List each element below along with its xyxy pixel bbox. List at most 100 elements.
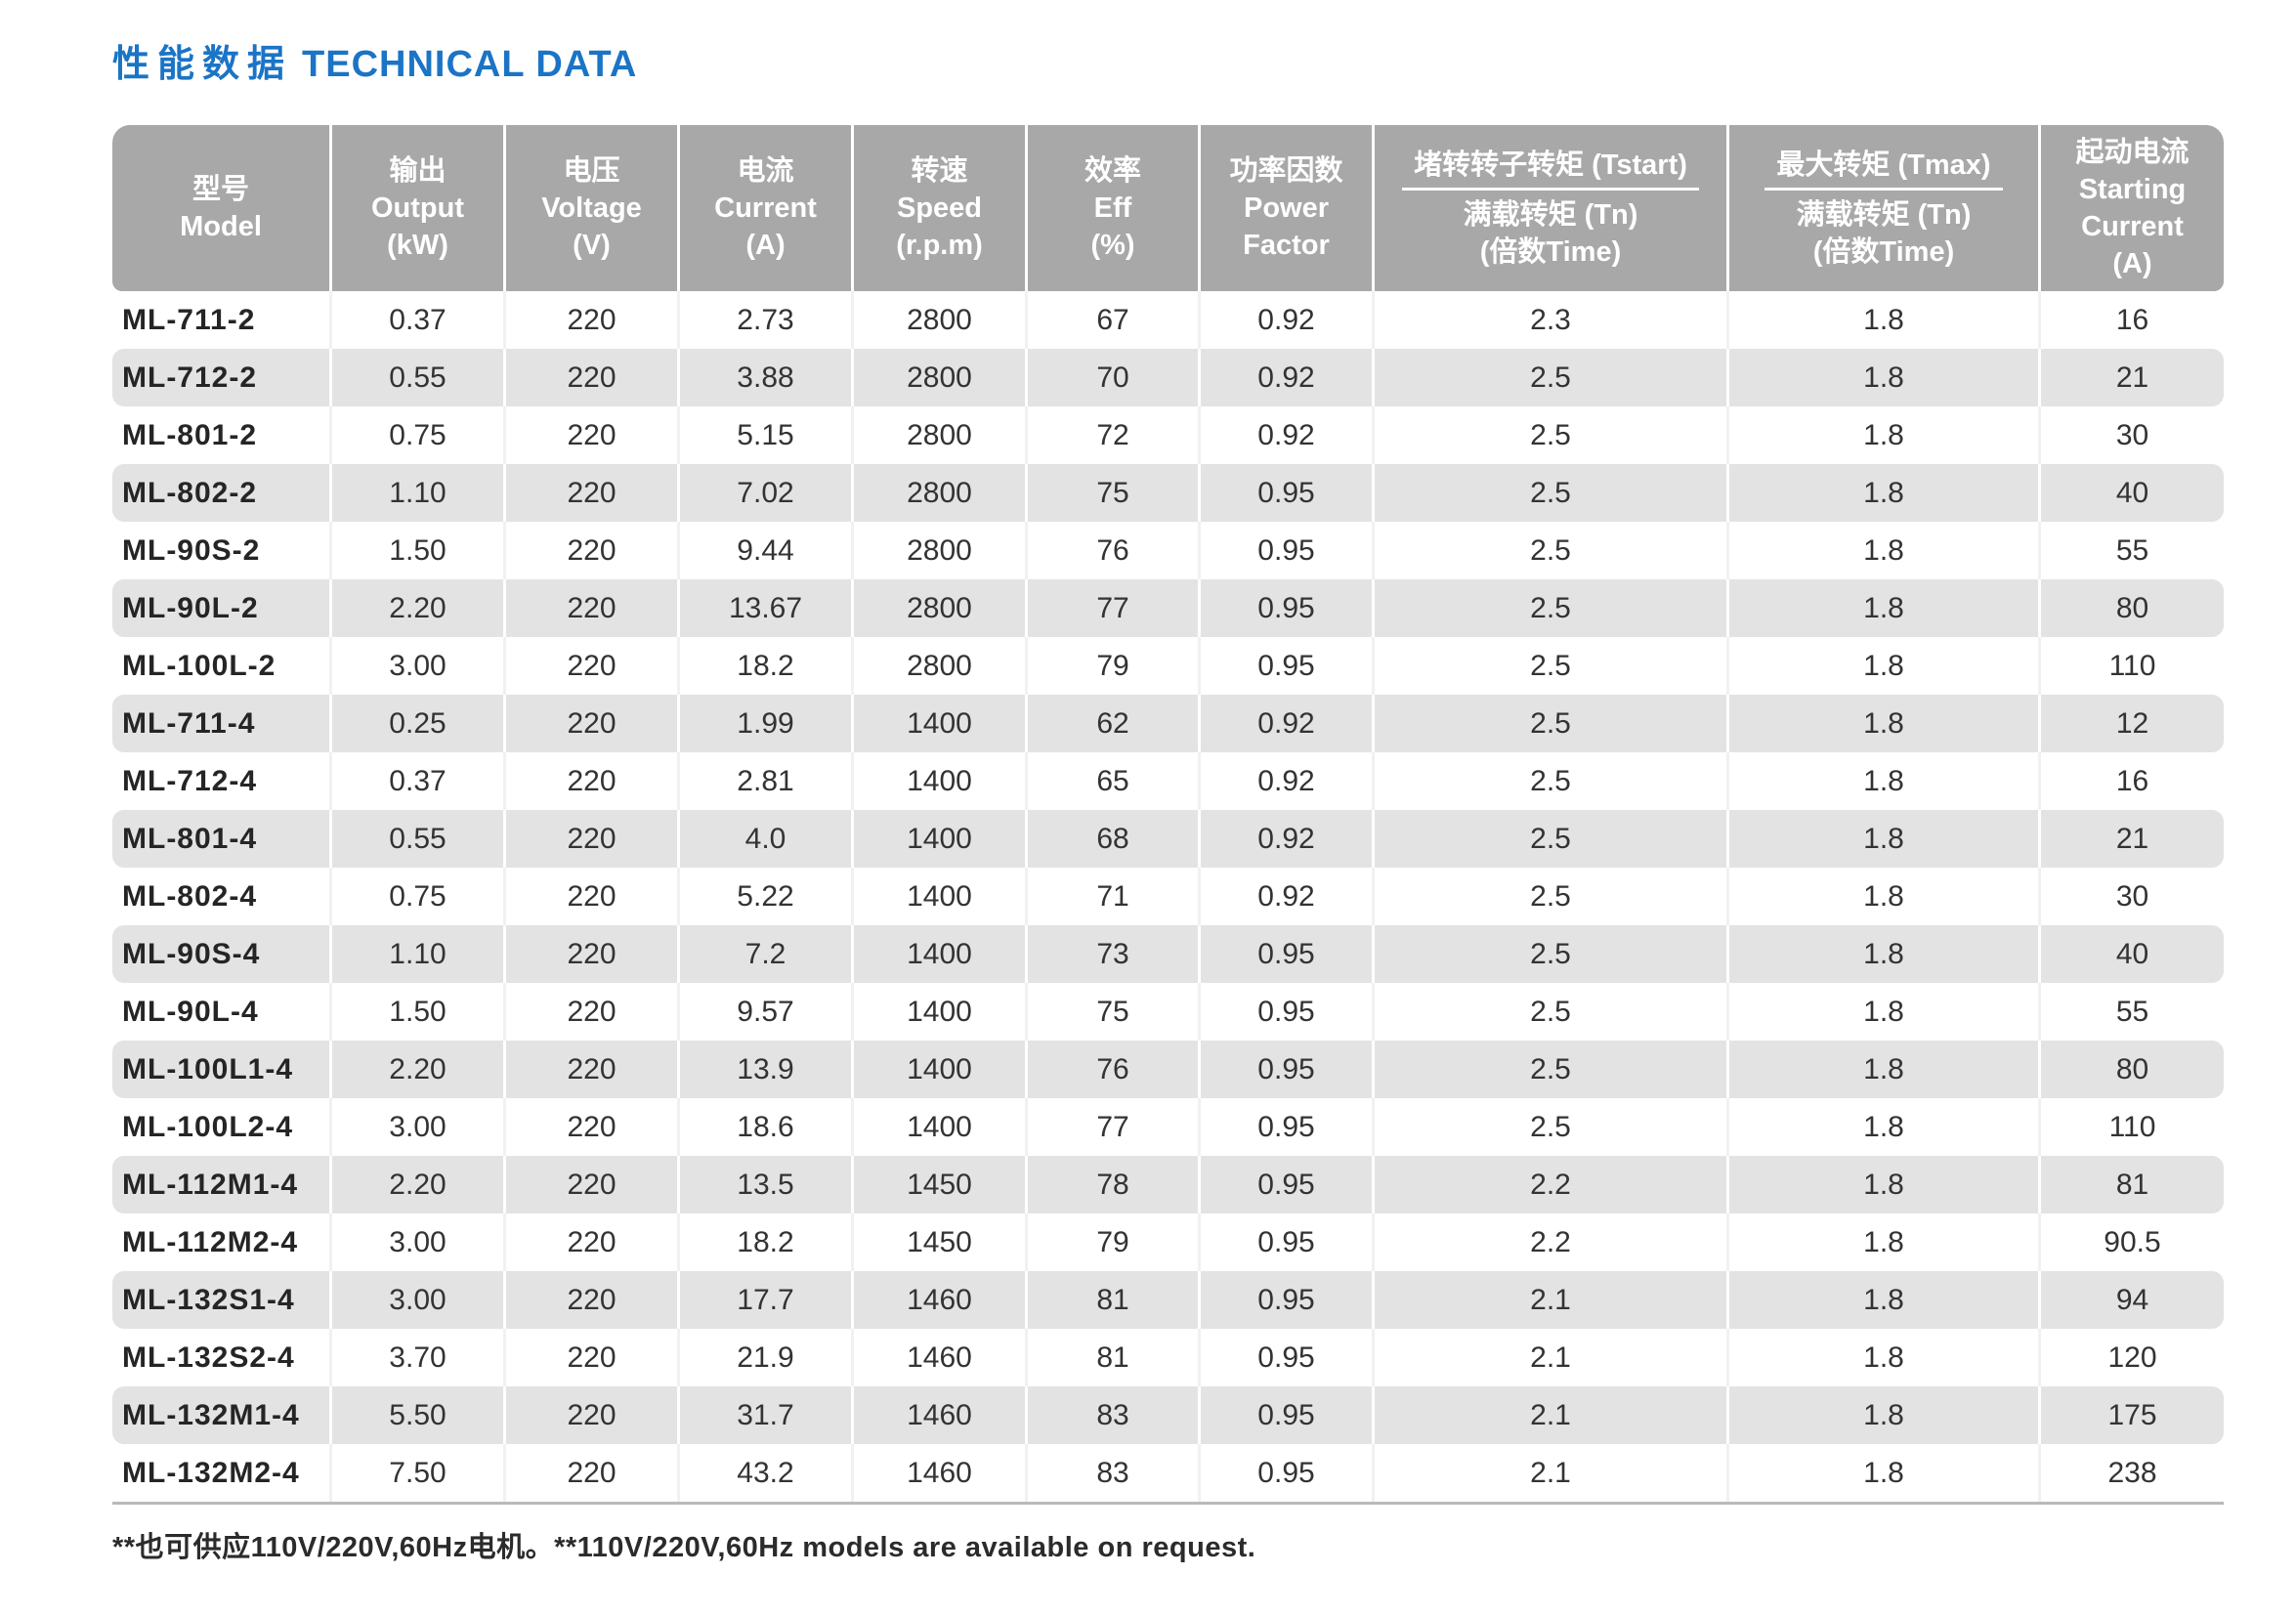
cell-model: ML-112M2-4 — [112, 1213, 329, 1271]
column-header-output: 输出 Output (kW) — [329, 125, 503, 291]
cell-eff: 75 — [1025, 983, 1198, 1041]
cell-speed: 1400 — [851, 868, 1025, 925]
cell-tmax-ratio: 1.8 — [1726, 868, 2038, 925]
cell-tmax-ratio: 1.8 — [1726, 810, 2038, 868]
cell-tstart-ratio: 2.5 — [1372, 464, 1726, 522]
cell-current: 3.88 — [677, 349, 851, 406]
cell-eff: 83 — [1025, 1386, 1198, 1444]
cell-tstart-ratio: 2.1 — [1372, 1271, 1726, 1329]
cell-starting-current: 12 — [2038, 695, 2224, 752]
technical-data-table: 型号 Model 输出 Output (kW) 电压 Voltage (V) 电流 Current… — [112, 125, 2224, 1502]
cell-tstart-ratio: 2.5 — [1372, 637, 1726, 695]
header-line: Current — [2081, 211, 2184, 242]
column-header-current: 电流 Current (A) — [677, 125, 851, 291]
cell-power-factor: 0.92 — [1198, 291, 1372, 349]
header-line: 型号 — [191, 174, 249, 205]
cell-speed: 1400 — [851, 925, 1025, 983]
cell-voltage: 220 — [503, 1098, 677, 1156]
cell-model: ML-90S-2 — [112, 522, 329, 579]
cell-tstart-ratio: 2.5 — [1372, 406, 1726, 464]
table-body: ML-711-2 0.37 220 2.73 2800 67 0.92 2.3 1.8 16 ML-… — [112, 291, 2224, 1502]
cell-power-factor: 0.95 — [1198, 1329, 1372, 1386]
header-line: Starting — [2078, 174, 2187, 205]
cell-speed: 2800 — [851, 522, 1025, 579]
cell-voltage: 220 — [503, 1329, 677, 1386]
cell-current: 18.2 — [677, 1213, 851, 1271]
table-row: ML-90S-2 1.50 220 9.44 2800 76 0.95 2.5 1.8 55 — [112, 522, 2224, 579]
cell-starting-current: 238 — [2038, 1444, 2224, 1502]
cell-tstart-ratio: 2.5 — [1372, 925, 1726, 983]
cell-tstart-ratio: 2.1 — [1372, 1386, 1726, 1444]
table-row: ML-90L-2 2.20 220 13.67 2800 77 0.95 2.5 1.8 80 — [112, 579, 2224, 637]
cell-current: 13.5 — [677, 1156, 851, 1213]
cell-tstart-ratio: 2.5 — [1372, 810, 1726, 868]
cell-eff: 79 — [1025, 1213, 1198, 1271]
cell-current: 21.9 — [677, 1329, 851, 1386]
cell-output: 2.20 — [329, 1156, 503, 1213]
cell-eff: 70 — [1025, 349, 1198, 406]
table-row: ML-801-4 0.55 220 4.0 1400 68 0.92 2.5 1.8 21 — [112, 810, 2224, 868]
cell-eff: 73 — [1025, 925, 1198, 983]
cell-current: 13.67 — [677, 579, 851, 637]
cell-current: 7.2 — [677, 925, 851, 983]
header-line: Model — [180, 211, 262, 242]
cell-tmax-ratio: 1.8 — [1726, 1444, 2038, 1502]
cell-current: 18.6 — [677, 1098, 851, 1156]
cell-model: ML-90S-4 — [112, 925, 329, 983]
table-row: ML-112M1-4 2.20 220 13.5 1450 78 0.95 2.2 1.8 81 — [112, 1156, 2224, 1213]
cell-power-factor: 0.95 — [1198, 522, 1372, 579]
cell-voltage: 220 — [503, 464, 677, 522]
cell-model: ML-100L-2 — [112, 637, 329, 695]
table-row: ML-100L1-4 2.20 220 13.9 1400 76 0.95 2.5 1.8 80 — [112, 1041, 2224, 1098]
cell-eff: 72 — [1025, 406, 1198, 464]
cell-power-factor: 0.95 — [1198, 579, 1372, 637]
table-row: ML-711-2 0.37 220 2.73 2800 67 0.92 2.3 1.8 16 — [112, 291, 2224, 349]
cell-output: 5.50 — [329, 1386, 503, 1444]
cell-speed: 1400 — [851, 810, 1025, 868]
header-line: 效率 — [1084, 155, 1141, 187]
cell-tmax-ratio: 1.8 — [1726, 1271, 2038, 1329]
footnote: **也可供应110V/220V,60Hz电机。**110V/220V,60Hz … — [112, 1532, 1256, 1563]
cell-tstart-ratio: 2.5 — [1372, 1041, 1726, 1098]
header-line: Power — [1243, 192, 1330, 224]
cell-speed: 2800 — [851, 637, 1025, 695]
table-row: ML-802-2 1.10 220 7.02 2800 75 0.95 2.5 1.8 40 — [112, 464, 2224, 522]
cell-model: ML-132S1-4 — [112, 1271, 329, 1329]
cell-speed: 1450 — [851, 1156, 1025, 1213]
table-row: ML-802-4 0.75 220 5.22 1400 71 0.92 2.5 1.8 30 — [112, 868, 2224, 925]
header-line: 电流 — [737, 155, 794, 187]
cell-model: ML-132M1-4 — [112, 1386, 329, 1444]
cell-tstart-ratio: 2.3 — [1372, 291, 1726, 349]
header-line: 起动电流 — [2075, 137, 2190, 168]
cell-power-factor: 0.92 — [1198, 406, 1372, 464]
cell-speed: 1400 — [851, 1098, 1025, 1156]
header-fraction-denominator: 满载转矩 (Tn) — [1796, 198, 1972, 231]
cell-current: 4.0 — [677, 810, 851, 868]
cell-power-factor: 0.92 — [1198, 810, 1372, 868]
page-title-en: TECHNICAL DATA — [302, 44, 638, 85]
table-row: ML-132S2-4 3.70 220 21.9 1460 81 0.95 2.1 1.8 120 — [112, 1329, 2224, 1386]
cell-current: 31.7 — [677, 1386, 851, 1444]
cell-current: 2.73 — [677, 291, 851, 349]
cell-voltage: 220 — [503, 291, 677, 349]
cell-eff: 75 — [1025, 464, 1198, 522]
table-header-row: 型号 Model 输出 Output (kW) 电压 Voltage (V) 电流 Current… — [112, 125, 2224, 291]
cell-voltage: 220 — [503, 868, 677, 925]
cell-model: ML-112M1-4 — [112, 1156, 329, 1213]
column-header-starting-current: 起动电流 Starting Current (A) — [2038, 125, 2224, 291]
header-line: 功率因数 — [1229, 155, 1343, 187]
column-header-power-factor: 功率因数 Power Factor — [1198, 125, 1372, 291]
column-header-voltage: 电压 Voltage (V) — [503, 125, 677, 291]
cell-tmax-ratio: 1.8 — [1726, 522, 2038, 579]
cell-model: ML-90L-4 — [112, 983, 329, 1041]
cell-starting-current: 110 — [2038, 1098, 2224, 1156]
page-title: 性能数据 TECHNICAL DATA — [112, 39, 2224, 90]
cell-voltage: 220 — [503, 810, 677, 868]
header-line: (kW) — [387, 230, 448, 261]
cell-current: 17.7 — [677, 1271, 851, 1329]
column-header-tstart-ratio: 堵转转子转矩 (Tstart) 满载转矩 (Tn) (倍数Time) — [1372, 125, 1726, 291]
cell-power-factor: 0.92 — [1198, 752, 1372, 810]
cell-tmax-ratio: 1.8 — [1726, 349, 2038, 406]
cell-model: ML-90L-2 — [112, 579, 329, 637]
cell-power-factor: 0.95 — [1198, 464, 1372, 522]
